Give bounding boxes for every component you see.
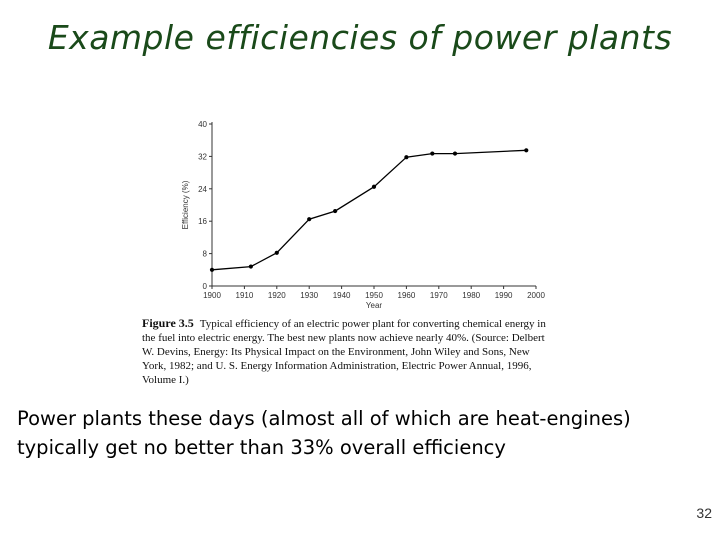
caption-line-3: W. Devins, Energy: Its Physical Impact o… [142, 346, 530, 358]
data-point [524, 148, 529, 153]
y-axis: 0 8 16 24 32 40 [198, 120, 213, 291]
data-point [274, 250, 279, 255]
y-tick-label: 32 [198, 152, 207, 161]
data-point [404, 155, 409, 160]
x-tick-label: 1980 [462, 291, 480, 300]
body-line-1: Power plants these days (almost all of w… [17, 407, 631, 430]
caption-body: Figure 3.5 Typical efficiency of an elect… [142, 316, 546, 387]
data-point [452, 151, 458, 156]
page-number: 32 [696, 505, 712, 521]
y-tick-label: 16 [198, 217, 207, 226]
slide-title: Example efficiencies of power plants [47, 18, 673, 57]
figure-label: Figure 3.5 [142, 316, 194, 330]
series-group [209, 148, 529, 272]
series-line [211, 149, 527, 271]
data-point [307, 217, 312, 222]
y-tick-label: 8 [203, 250, 208, 259]
x-tick-label: 1930 [300, 291, 318, 300]
body-text: Power plants these days (almost all of w… [17, 404, 717, 462]
x-tick-label: 2000 [527, 291, 545, 300]
x-tick-label: 1950 [365, 291, 383, 300]
y-tick-label: 0 [203, 282, 208, 291]
x-axis-label: Year [366, 301, 383, 310]
x-tick-label: 1900 [203, 291, 221, 300]
caption-line-4: York, 1982; and U. S. Energy Information… [142, 360, 532, 372]
caption-line-5: Volume I.) [142, 374, 189, 386]
x-tick-label: 1920 [268, 291, 286, 300]
x-tick-label: 1940 [333, 291, 351, 300]
caption-line-2: the fuel into electric energy. The best … [142, 332, 545, 344]
x-axis: 1900 1910 1920 1930 1940 1950 1960 1970 1980 1990… [203, 285, 545, 300]
y-tick-label: 24 [198, 185, 207, 194]
x-tick-label: 1960 [398, 291, 416, 300]
data-point [430, 151, 435, 156]
y-tick-label: 40 [198, 120, 207, 129]
data-point [248, 264, 253, 269]
y-axis-label: Efficiency (%) [181, 180, 190, 229]
data-point [371, 184, 377, 189]
data-point [333, 208, 338, 214]
x-tick-label: 1990 [495, 291, 513, 300]
x-tick-label: 1970 [430, 291, 448, 300]
body-line-2: typically get no better than 33% overall… [17, 436, 506, 459]
x-tick-label: 1910 [236, 291, 254, 300]
caption-line-1: Typical efficiency of an electric power … [199, 318, 546, 330]
data-point [209, 267, 215, 272]
